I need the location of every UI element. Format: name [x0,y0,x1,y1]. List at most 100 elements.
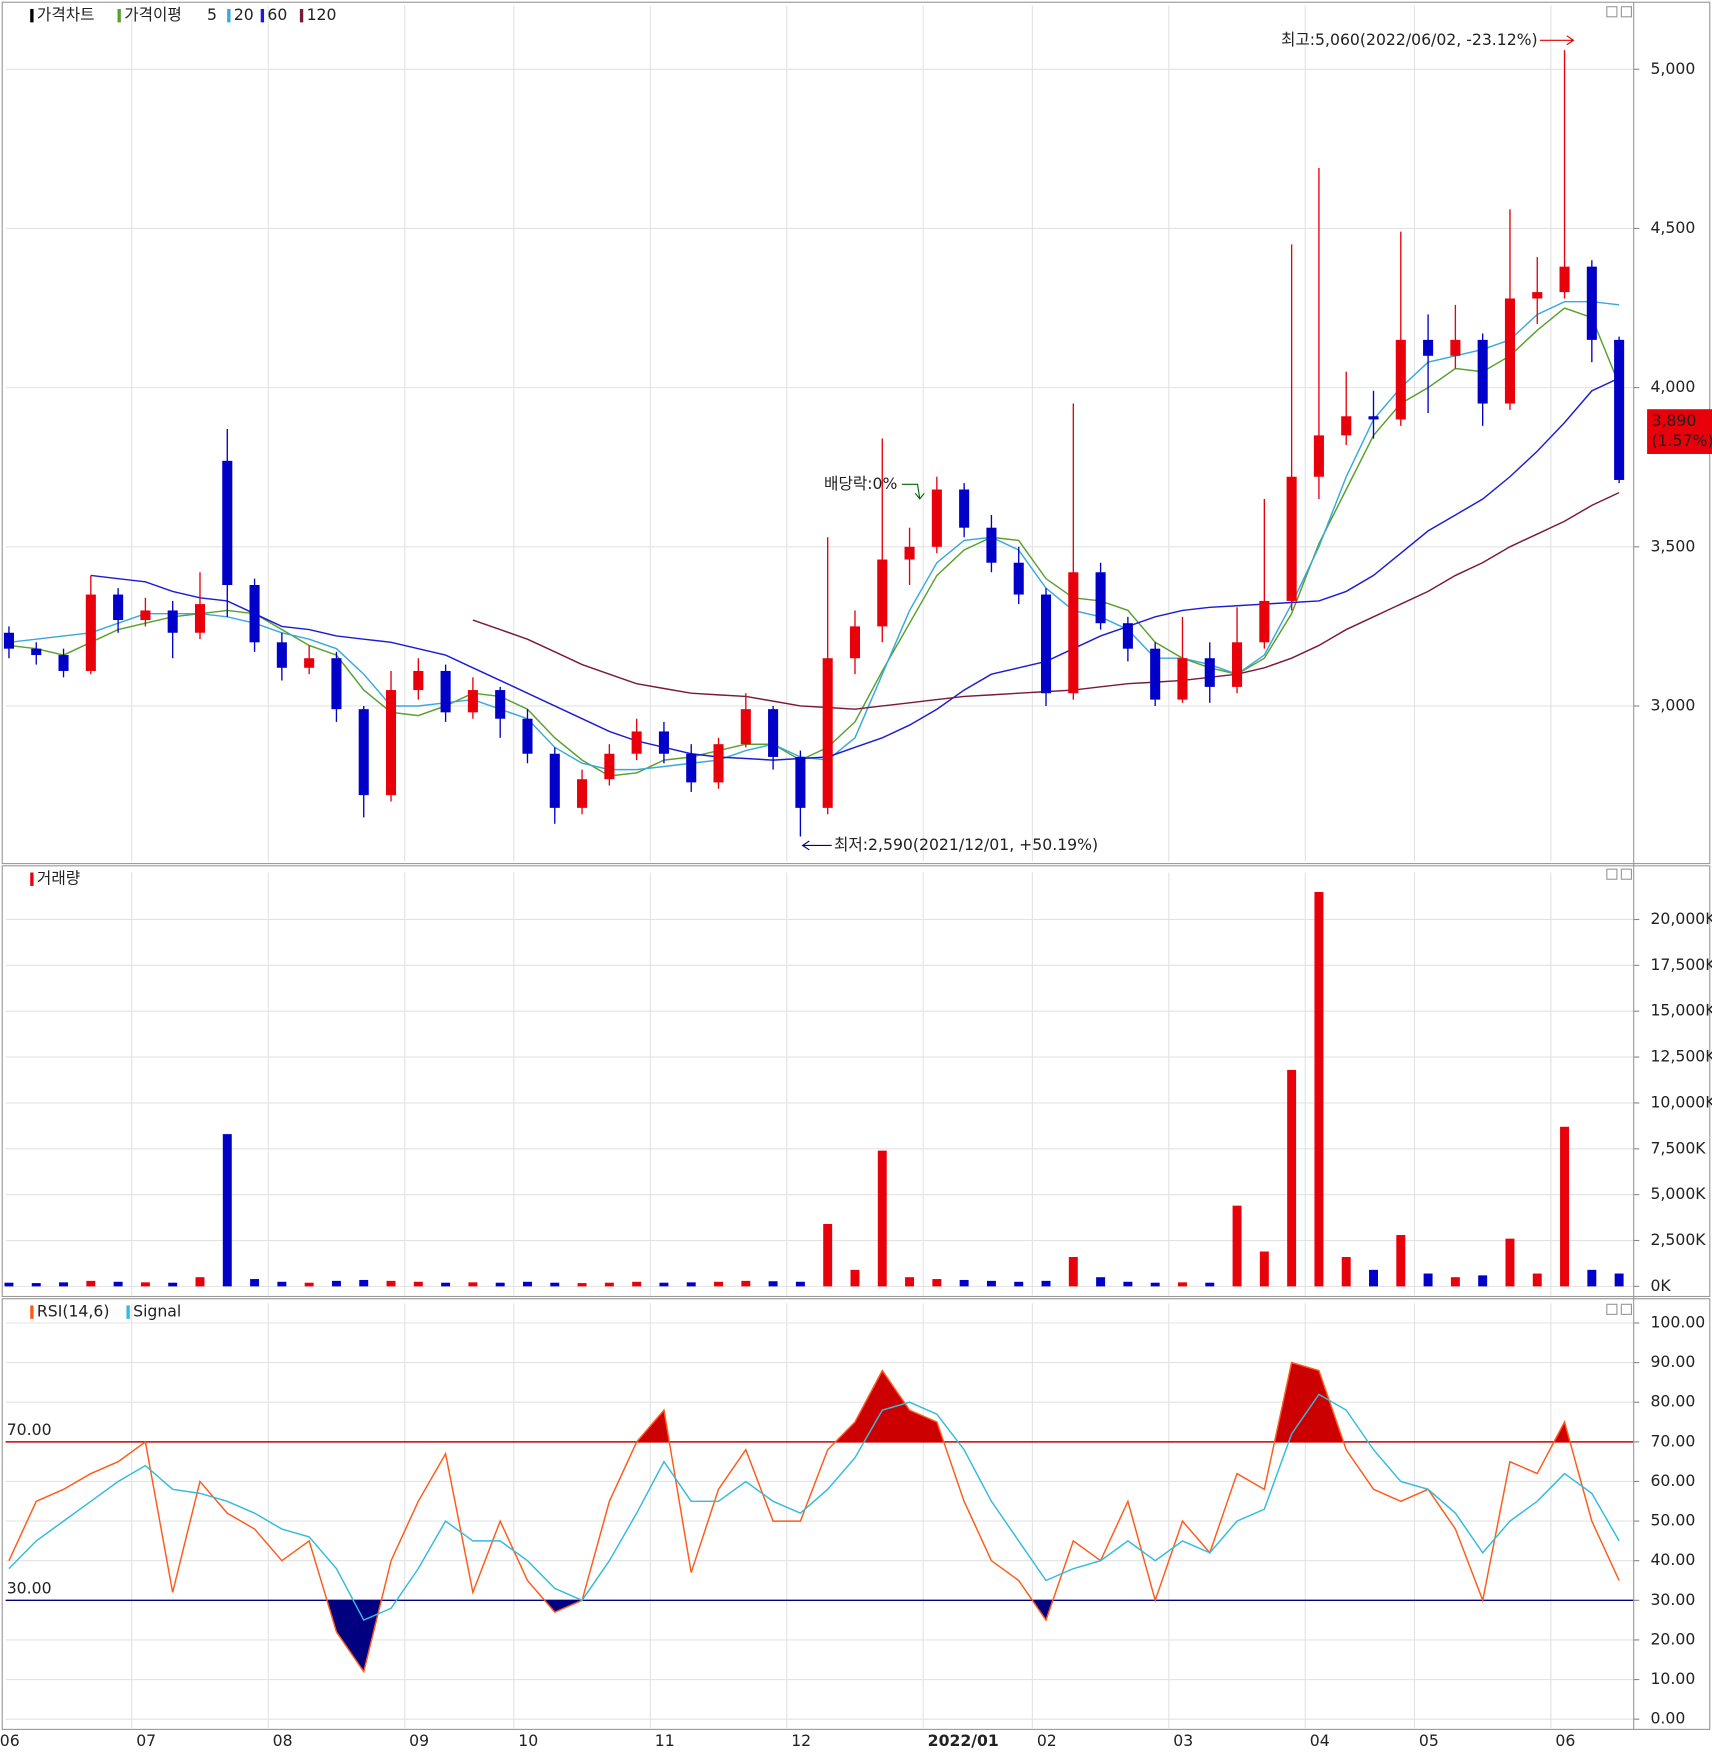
y-tick-label: 10,000K [1650,1092,1712,1111]
volume-bar [1096,1277,1106,1287]
volume-bar [1341,1257,1351,1287]
rsi-panel-frame [1,1298,1711,1730]
y-tick-label: 0K [1650,1276,1671,1295]
volume-bar [1396,1235,1406,1287]
candle-body [113,594,124,621]
volume-bar [1150,1282,1160,1287]
x-tick-label: 07 [136,1731,156,1750]
last-price-tag [1647,409,1712,454]
candle-body [877,559,888,627]
chart-title: 거래량 [37,869,80,888]
volume-bar [905,1277,915,1287]
candle-body [1504,298,1515,404]
low-annotation: 최저:2,590(2021/12/01, +50.19%) [834,835,1098,854]
volume-bar [659,1282,669,1287]
volume-bar [4,1282,14,1287]
volume-bar [195,1277,205,1287]
volume-bar [1232,1205,1242,1287]
candle-body [686,753,697,783]
candle-body [1341,416,1352,436]
volume-bar [1560,1126,1570,1287]
volume-bar [495,1282,505,1287]
candle-body [1477,339,1488,404]
candle-body [1095,572,1106,624]
candle-body [495,690,506,719]
candle-body [1040,594,1052,694]
volume-bar [1369,1269,1378,1287]
volume-bar [359,1279,369,1287]
volume-bar [413,1281,423,1287]
volume-bar [277,1281,287,1287]
last-price-label: 3,890 [1652,411,1697,430]
volume-bar [468,1282,478,1287]
y-tick-label: 15,000K [1650,1001,1712,1020]
volume-bar [632,1281,642,1287]
volume-bar [331,1280,341,1287]
volume-bar [113,1281,123,1287]
candle-body [931,489,942,547]
volume-bar [1587,1269,1597,1287]
candle-body [358,709,369,796]
moving-average-line [90,377,1620,761]
volume-bar [441,1282,451,1287]
legend-marker [126,1305,130,1319]
panel-button[interactable] [1620,1303,1632,1315]
candle-body [795,756,806,808]
candle-body [658,731,669,754]
y-tick-label: 5,000 [1650,59,1695,78]
x-tick-label: 06 [0,1731,20,1750]
y-tick-label: 2,500K [1650,1230,1706,1249]
panel-button[interactable] [1620,6,1632,18]
candle-body [577,779,588,808]
y-tick-label: 90.00 [1650,1352,1695,1371]
candle-body [222,460,233,586]
candle-body [440,670,451,713]
dividend-annotation: 배당락:0% [824,474,897,493]
y-tick-label: 10.00 [1650,1669,1695,1688]
x-tick-label: 10 [518,1731,538,1750]
candle-body [467,690,478,713]
y-tick-label: 30.00 [1650,1590,1695,1609]
volume-bar [386,1280,396,1287]
y-tick-label: 50.00 [1650,1511,1695,1530]
volume-bar [1614,1273,1624,1287]
candle-body [194,604,206,633]
candle-body [1368,416,1379,420]
volume-panel-frame [1,865,1711,1298]
volume-bar [1068,1257,1078,1287]
candle-body [631,731,642,754]
candle-body [604,753,615,780]
volume-bar [850,1269,860,1287]
volume-bar [1478,1275,1488,1287]
y-tick-label: 17,500K [1650,955,1712,974]
volume-bar [59,1282,69,1287]
level-label: 30.00 [7,1579,52,1598]
y-tick-label: 7,500K [1650,1138,1706,1157]
y-tick-label: 4,500 [1650,218,1695,237]
panel-button[interactable] [1606,1303,1618,1315]
volume-bar [168,1282,178,1287]
y-tick-label: 3,500 [1650,536,1695,555]
x-tick-label: 04 [1310,1731,1330,1750]
candle-body [385,690,397,796]
candle-body [276,642,287,668]
legend-entry: 120 [307,5,337,24]
volume-bar [31,1283,41,1287]
candle-body [1313,435,1324,477]
x-tick-label: 12 [791,1731,811,1750]
candle-body [331,658,342,710]
y-tick-label: 60.00 [1650,1471,1695,1490]
x-tick-label: 05 [1419,1731,1439,1750]
x-tick-label: 11 [655,1731,675,1750]
candle-body [1150,648,1161,700]
panel-button[interactable] [1620,868,1632,880]
volume-bar [768,1281,778,1287]
panel-button[interactable] [1606,6,1618,18]
y-tick-label: 20,000K [1650,909,1712,928]
volume-bar [1287,1069,1297,1287]
legend-marker [260,8,265,23]
panel-button[interactable] [1606,868,1618,880]
panel-buttons [1606,6,1632,1315]
legend-entry: Signal [133,1302,181,1321]
